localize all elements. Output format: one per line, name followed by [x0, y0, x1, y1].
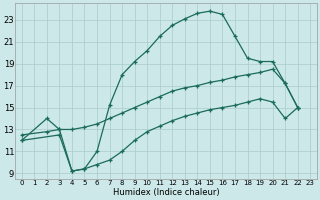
X-axis label: Humidex (Indice chaleur): Humidex (Indice chaleur) [113, 188, 219, 197]
